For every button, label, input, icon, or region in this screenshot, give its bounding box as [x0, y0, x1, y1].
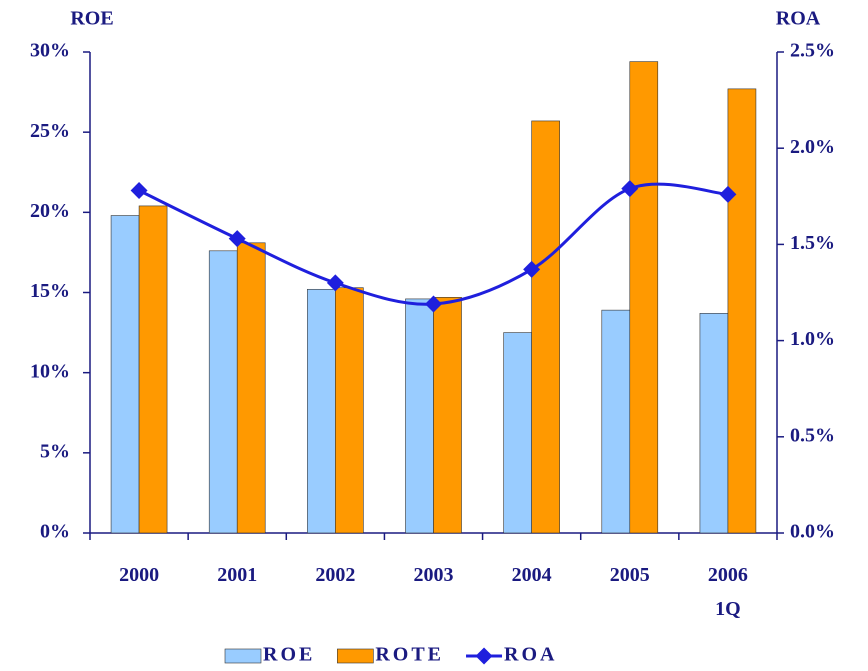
- bar: [531, 120, 560, 534]
- marker: [621, 180, 639, 198]
- bar: [208, 250, 238, 534]
- y-tick-label: 5%: [40, 440, 70, 462]
- bar: [727, 88, 757, 534]
- y2-tick-label: 2.0%: [790, 136, 835, 158]
- y-tick-label: 20%: [30, 200, 70, 222]
- bar: [433, 297, 462, 534]
- bar: [699, 313, 729, 534]
- y-tick-label: 0%: [40, 521, 70, 543]
- bar: [138, 205, 168, 534]
- marker: [719, 185, 737, 203]
- bar: [236, 242, 266, 534]
- y-tick-label: 25%: [30, 120, 70, 142]
- bar: [335, 287, 364, 534]
- marker: [326, 274, 344, 292]
- y2-tick-label: 0.5%: [790, 424, 835, 446]
- bar: [405, 298, 434, 534]
- y-tick-label: 15%: [30, 280, 70, 302]
- bar: [629, 61, 659, 534]
- y-tick-label: 30%: [30, 40, 70, 62]
- bar: [110, 215, 140, 534]
- marker: [130, 182, 148, 200]
- x-tick-label: 2003: [413, 564, 454, 586]
- y2-tick-label: 0.0%: [790, 521, 835, 543]
- marker: [425, 295, 442, 313]
- legend-label: ROE: [263, 644, 315, 666]
- marker: [523, 260, 541, 278]
- legend-label: ROTE: [375, 644, 444, 666]
- x-tick-label: 2005: [609, 564, 650, 586]
- bar: [307, 288, 336, 534]
- legend-marker: [475, 647, 493, 665]
- x-tick-label: 2006 1Q: [707, 564, 748, 620]
- x-tick-label: 2002: [315, 564, 356, 586]
- bar: [503, 332, 532, 534]
- legend-label: ROA: [504, 644, 557, 666]
- marker: [228, 230, 246, 248]
- legend-swatch: [224, 648, 262, 664]
- y2-tick-label: 2.5%: [790, 40, 835, 62]
- x-tick-label: 2000: [119, 564, 160, 586]
- legend-swatch: [337, 648, 374, 664]
- x-tick-label: 2001: [217, 564, 258, 586]
- y2-axis-label: ROA: [776, 8, 821, 30]
- x-tick-label: 2004: [511, 564, 552, 586]
- y2-tick-label: 1.5%: [790, 232, 835, 254]
- bar: [601, 309, 631, 534]
- y-axis-label: ROE: [70, 8, 113, 30]
- y-tick-label: 10%: [30, 360, 70, 382]
- y2-tick-label: 1.0%: [790, 328, 835, 350]
